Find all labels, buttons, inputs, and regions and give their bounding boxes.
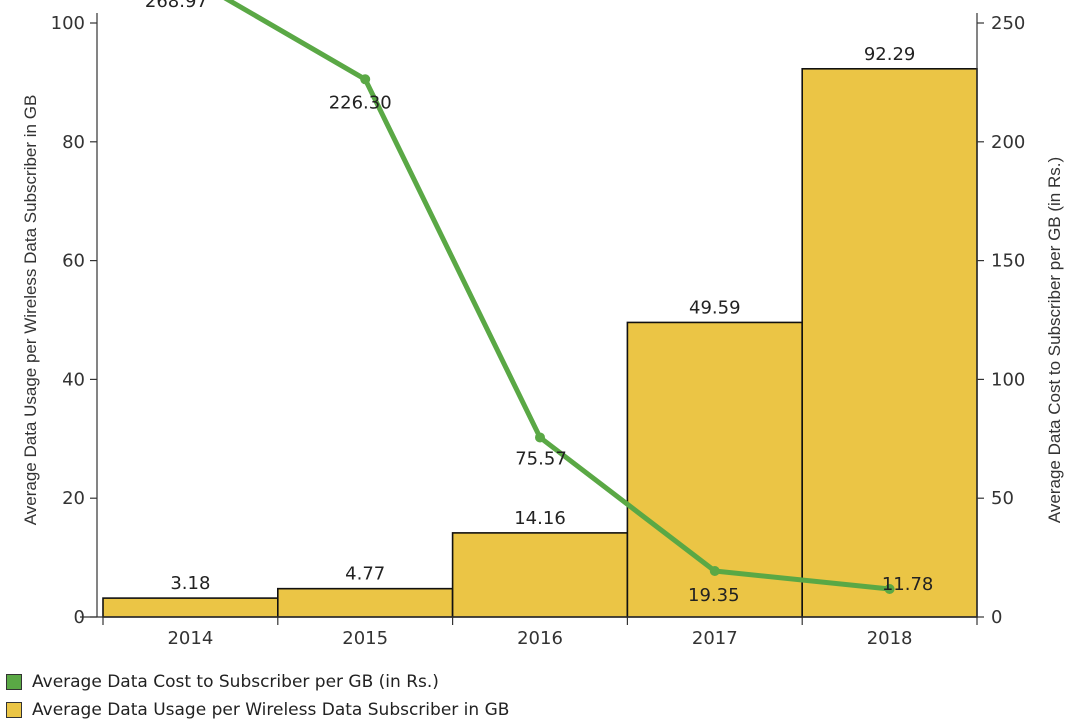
bar-2015	[276, 587, 454, 618]
bar-2016	[451, 532, 629, 618]
legend-label-usage: Average Data Usage per Wireless Data Sub…	[32, 700, 510, 720]
line-series	[223, 0, 895, 595]
bar-value-label: 92.29	[864, 44, 916, 65]
legend: Average Data Cost to Subscriber per GB (…	[6, 668, 509, 724]
legend-item-cost: Average Data Cost to Subscriber per GB (…	[6, 668, 509, 696]
y-tick-label-left: 40	[62, 369, 85, 390]
y-axis-title-right: Average Data Cost to Subscriber per GB (…	[1045, 157, 1064, 523]
y-tick-label-right: 50	[991, 488, 1014, 509]
bar-value-label: 49.59	[689, 297, 741, 318]
y-axis-title-left: Average Data Usage per Wireless Data Sub…	[21, 95, 40, 526]
chart: 0 20 40 60 80 100 0 50 100 150 200 250 2014 2015 2016 2…	[21, 0, 1064, 649]
line-value-label: 19.35	[688, 585, 740, 606]
legend-swatch-usage	[6, 702, 22, 718]
y-tick-label-left: 80	[62, 132, 85, 153]
bar-value-label: 3.18	[170, 573, 210, 594]
y-tick-label-right: 150	[991, 251, 1025, 272]
axes: 0 20 40 60 80 100 0 50 100 150 200 250 2014 2015 2016 2…	[51, 13, 1025, 649]
x-tick-label: 2016	[517, 628, 563, 649]
cost-point-2017	[709, 566, 720, 577]
line-value-label: 75.57	[515, 448, 567, 469]
x-tick-label: 2015	[342, 628, 388, 649]
x-tick-label: 2017	[692, 628, 738, 649]
line-value-label: 11.78	[882, 574, 934, 595]
y-tick-label-right: 200	[991, 132, 1025, 153]
cost-point-2018	[884, 584, 895, 595]
legend-item-usage: Average Data Usage per Wireless Data Sub…	[6, 696, 509, 724]
y-tick-label-left: 60	[62, 251, 85, 272]
data-labels: 3.18 4.77 14.16 49.59 92.29 268.97 226.30 75.57…	[145, 0, 933, 606]
legend-swatch-cost	[6, 674, 22, 690]
cost-point-2015	[360, 74, 371, 85]
bar-group	[102, 67, 978, 618]
y-tick-label-right: 100	[991, 369, 1025, 390]
y-tick-label-left: 20	[62, 488, 85, 509]
y-tick-label-right: 250	[991, 13, 1025, 34]
y-tick-label-left: 100	[51, 13, 85, 34]
line-value-label: 226.30	[329, 92, 392, 113]
bar-value-label: 14.16	[514, 508, 566, 529]
cost-point-2016	[535, 432, 545, 443]
x-tick-label: 2018	[867, 628, 913, 649]
y-tick-label-left: 0	[74, 607, 85, 628]
bar-2018	[801, 67, 978, 618]
bar-value-label: 4.77	[345, 564, 385, 585]
legend-label-cost: Average Data Cost to Subscriber per GB (…	[32, 672, 439, 692]
x-tick-label: 2014	[167, 628, 213, 649]
y-tick-label-right: 0	[991, 607, 1002, 628]
bar-2014	[102, 597, 279, 618]
line-value-label: 268.97	[145, 0, 208, 12]
